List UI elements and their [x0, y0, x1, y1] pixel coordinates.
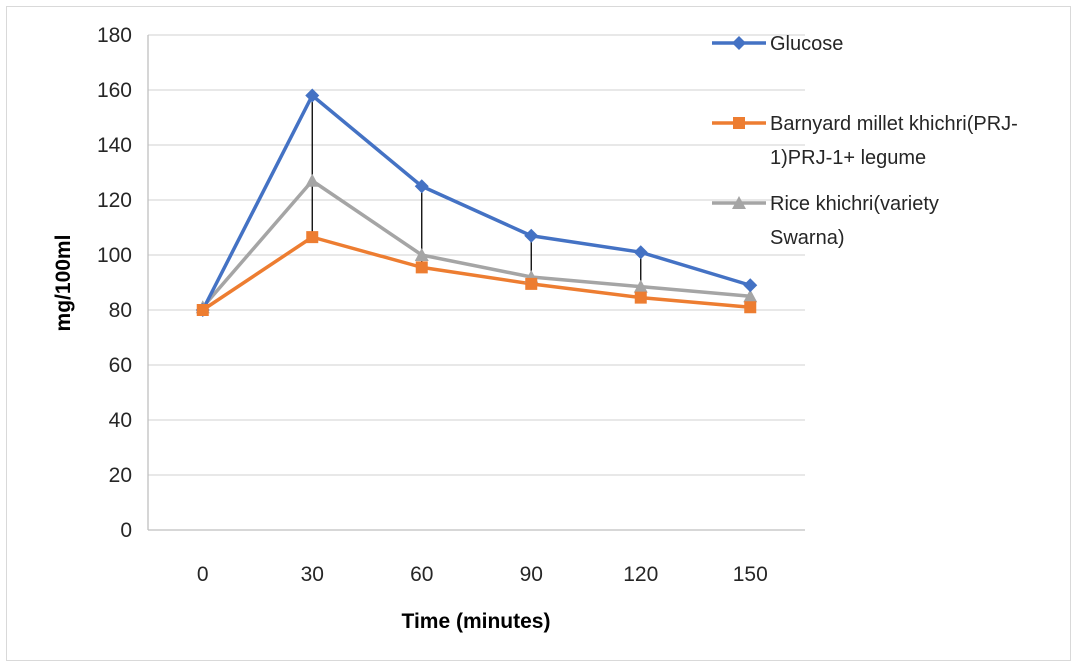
x-axis-title: Time (minutes) [402, 610, 551, 633]
x-tick-label: 90 [520, 563, 543, 586]
data-point [196, 304, 209, 316]
y-tick-label: 120 [97, 189, 132, 212]
legend-label-line: Barnyard millet khichri(PRJ- [770, 113, 1018, 135]
series-line-1 [201, 235, 751, 312]
data-point [524, 228, 539, 243]
x-tick-label: 0 [197, 563, 209, 586]
data-point [305, 88, 320, 103]
x-tick-labels: 0 30 60 90 120 150 [197, 563, 768, 586]
x-tick-label: 60 [410, 563, 433, 586]
y-tick-label: 100 [97, 244, 132, 267]
y-tick-label: 180 [97, 24, 132, 47]
y-axis-title: mg/100ml [52, 235, 75, 332]
y-tick-labels: 0 20 40 60 80 100 120 140 160 180 [97, 24, 132, 542]
series-line-0 [201, 93, 751, 311]
y-tick-label: 20 [109, 464, 132, 487]
legend-item: Rice khichri(variety Swarna) [712, 193, 939, 249]
legend-label: Glucose [770, 33, 843, 55]
chart-frame [6, 6, 1071, 661]
data-point [415, 261, 428, 274]
legend-item: Glucose [712, 33, 843, 55]
legend-label-line: 1)PRJ-1+ legume [770, 147, 926, 169]
x-tick-label: 120 [623, 563, 658, 586]
y-tick-label: 40 [109, 409, 132, 432]
legend-marker [732, 196, 746, 209]
series-line-2 [201, 179, 751, 309]
y-tick-label: 60 [109, 354, 132, 377]
legend: Glucose Barnyard millet khichri(PRJ- 1)PRJ… [712, 33, 1018, 249]
x-tick-label: 30 [301, 563, 324, 586]
data-point [305, 173, 320, 187]
data-point [743, 289, 758, 303]
series-lines [201, 93, 751, 312]
series-markers [195, 88, 758, 317]
legend-label-line: Rice khichri(variety [770, 193, 939, 215]
data-point [633, 245, 648, 260]
data-point [743, 278, 758, 293]
y-tick-label: 160 [97, 79, 132, 102]
legend-label-line: Swarna) [770, 227, 844, 249]
gridlines [148, 34, 805, 476]
legend-item: Barnyard millet khichri(PRJ- 1)PRJ-1+ leg… [712, 113, 1018, 169]
y-tick-label: 80 [109, 299, 132, 322]
y-tick-label: 140 [97, 134, 132, 157]
data-point [634, 291, 647, 304]
data-point [306, 231, 319, 244]
data-point [525, 277, 538, 290]
axes [147, 35, 805, 531]
x-tick-label: 150 [733, 563, 768, 586]
data-point [414, 179, 429, 194]
data-point [633, 279, 648, 293]
data-point [414, 248, 429, 261]
legend-marker [732, 36, 746, 50]
data-point [744, 301, 757, 314]
legend-marker [733, 117, 745, 129]
y-tick-label: 0 [120, 519, 132, 542]
